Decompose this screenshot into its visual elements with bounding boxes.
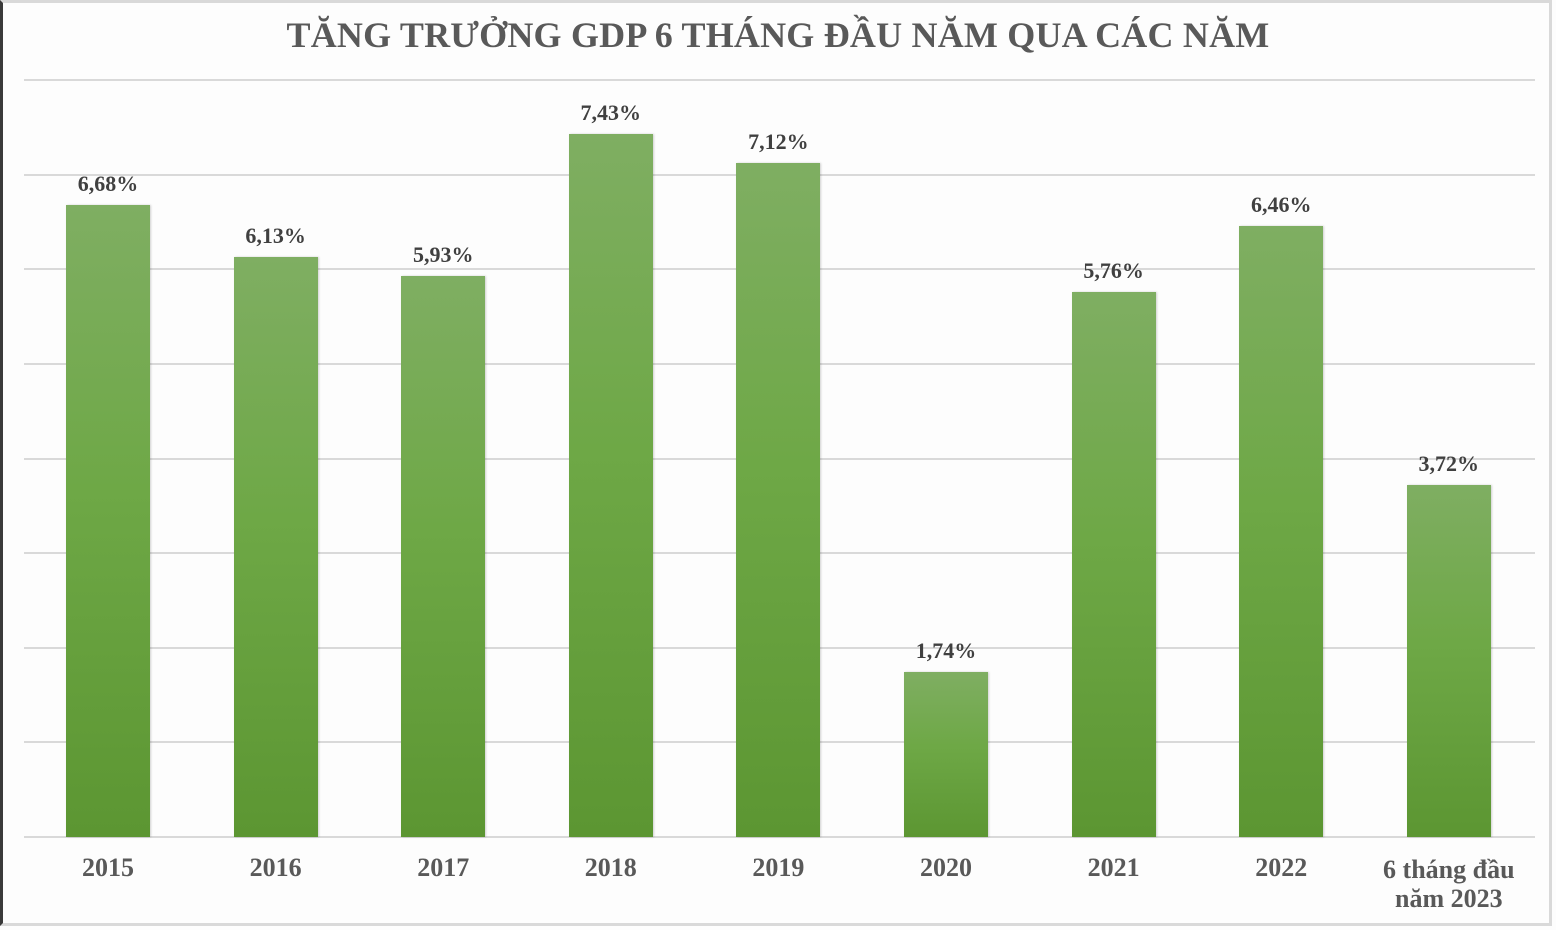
x-tick-label: 2017 xyxy=(417,853,470,882)
data-label: 6,13% xyxy=(245,222,306,248)
x-tick-label: 2018 xyxy=(584,853,637,882)
data-label: 3,72% xyxy=(1418,450,1480,476)
gridline xyxy=(24,79,1535,81)
data-label: 6,46% xyxy=(1250,191,1312,217)
bar xyxy=(736,163,821,837)
data-label: 5,76% xyxy=(1083,257,1144,283)
plot-area: 6,68% 6,13% 5,93% 7,43% 7,12% 1,74% 5,76% 6,46%… xyxy=(24,79,1535,838)
bar xyxy=(1406,485,1491,837)
x-tick-label: 2015 xyxy=(82,853,134,882)
data-label: 5,93% xyxy=(412,241,474,267)
bar xyxy=(904,672,988,837)
bar xyxy=(1071,291,1156,837)
gridline xyxy=(24,836,1535,838)
data-label: 7,12% xyxy=(748,129,809,155)
data-label: 6,68% xyxy=(77,170,139,196)
bar xyxy=(233,256,318,837)
data-label: 1,74% xyxy=(915,638,977,664)
x-tick-label: 6 tháng đầu năm 2023 xyxy=(1383,855,1515,913)
chart-title: TĂNG TRƯỞNG GDP 6 THÁNG ĐẦU NĂM QUA CÁC … xyxy=(286,15,1270,55)
bar xyxy=(401,275,486,837)
data-label: 7,43% xyxy=(580,99,642,125)
x-tick-label: 2020 xyxy=(920,853,972,882)
bar xyxy=(66,204,150,837)
bar xyxy=(1239,225,1324,837)
bar xyxy=(568,133,653,837)
x-tick-label: 2016 xyxy=(249,853,302,882)
x-tick-label: 2019 xyxy=(752,853,805,882)
x-tick-label: 2022 xyxy=(1255,853,1308,882)
x-tick-label: 2021 xyxy=(1087,853,1140,882)
